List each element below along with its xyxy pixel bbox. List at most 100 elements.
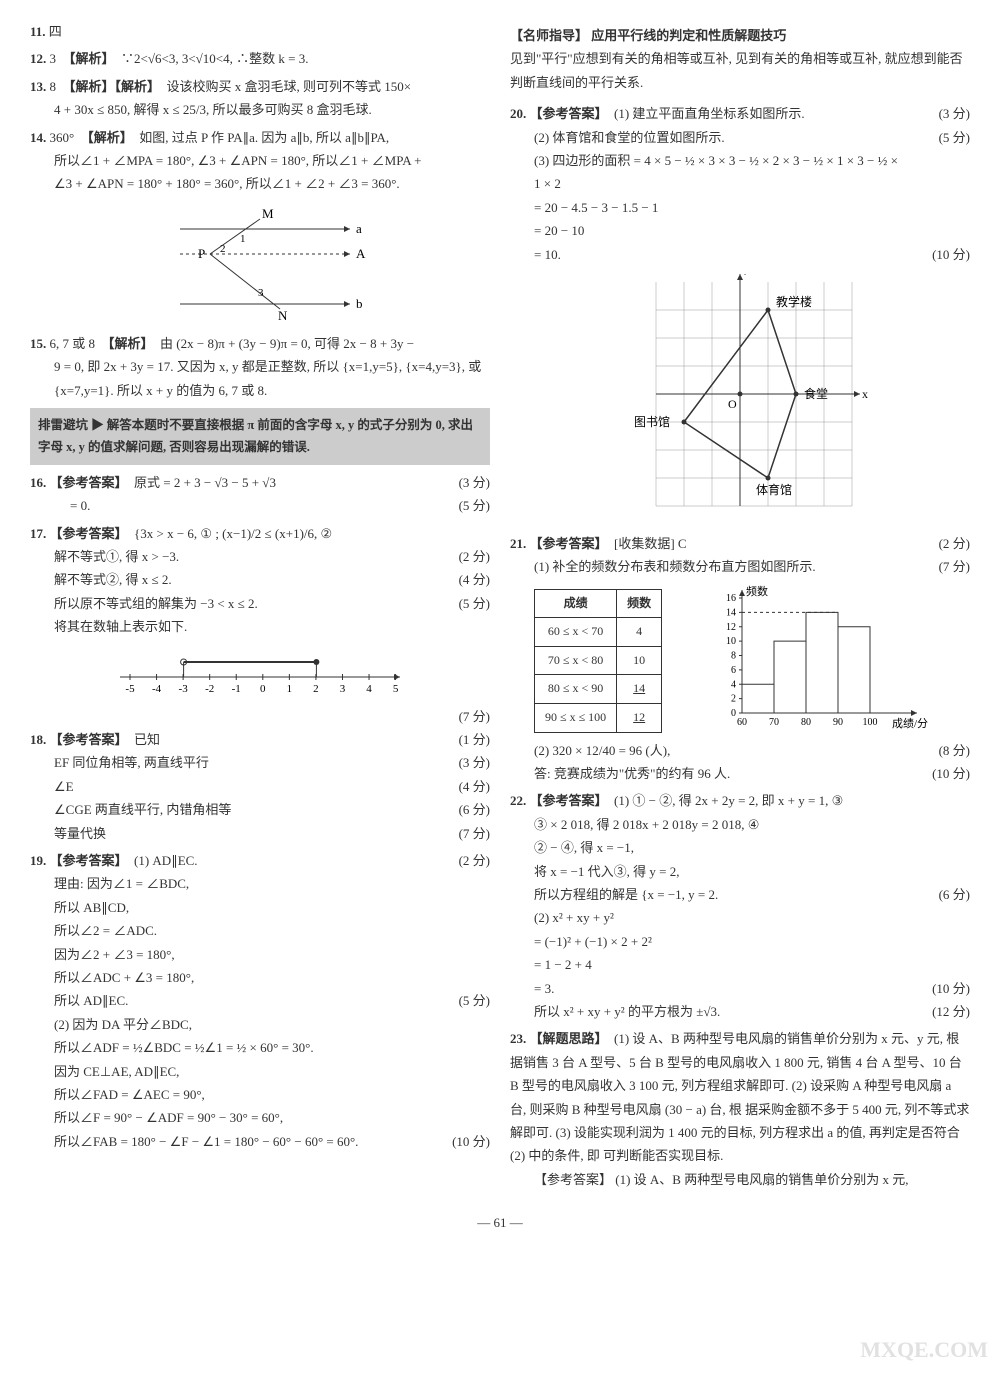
q23-body: (1) 设 A、B 两种型号电风扇的销售单价分别为 x 元、y 元, 根据销售 …	[510, 1031, 969, 1163]
q21-l1: (1) 补全的频数分布表和频数分布直方图如图所示.	[534, 555, 816, 578]
svg-text:y: y	[744, 274, 750, 275]
q15-body: 由 (2x − 8)π + (3y − 9)π = 0, 可得 2x − 8 +…	[160, 336, 414, 351]
q19-tag: 【参考答案】	[50, 853, 128, 868]
q12-body: ∵2<√6<3, 3<√10<4, ∴整数 k = 3.	[121, 51, 308, 66]
q16-l1: 原式 = 2 + 3 − √3 − 5 + √3	[134, 475, 276, 490]
q20-s7: (10 分)	[932, 243, 970, 266]
q21b-s1: (8 分)	[939, 739, 970, 762]
q17: 17. 【参考答案】 {3x > x − 6, ① ; (x−1)/2 ≤ (x…	[30, 522, 490, 639]
svg-text:14: 14	[726, 607, 736, 618]
q14: 14. 360° 【解析】 如图, 过点 P 作 PA∥a. 因为 a∥b, 所…	[30, 126, 490, 196]
q13-body2: 4 + 30x ≤ 850, 解得 x ≤ 25/3, 所以最多可购买 8 盒羽…	[30, 98, 490, 121]
svg-text:8: 8	[731, 650, 736, 661]
q18-num: 18.	[30, 732, 46, 747]
q20-num: 20.	[510, 106, 526, 121]
q18-s0: (1 分)	[459, 728, 490, 751]
svg-text:-5: -5	[125, 683, 135, 695]
q12-num: 12.	[30, 51, 46, 66]
fig14-A: A	[356, 246, 366, 261]
q15-ans: 6, 7 或 8	[50, 336, 96, 351]
svg-text:-3: -3	[179, 683, 189, 695]
q16-l2: = 0.	[70, 494, 90, 517]
svg-text:12: 12	[726, 621, 736, 632]
tip15-text: 排雷避坑 ▶ 解答本题时不要直接根据 π 前面的含字母 x, y 的式子分别为 …	[38, 418, 473, 455]
svg-text:2: 2	[731, 693, 736, 704]
fig14-1: 1	[240, 233, 246, 245]
q17-s3: (5 分)	[459, 592, 490, 615]
teacher-box: 【名师指导】 应用平行线的判定和性质解题技巧 见到"平行"应想到有关的角相等或互…	[510, 24, 970, 94]
q22-l2: ③ × 2 018, 得 2 018x + 2 018y = 2 018, ④	[510, 813, 970, 836]
q20: 20. 【参考答案】 (1) 建立平面直角坐标系如图所示. (3 分) (2) …	[510, 102, 970, 266]
q18-l1: EF 同位角相等, 两直线平行	[54, 751, 209, 774]
q22-l7: = (−1)² + (−1) × 2 + 2²	[510, 930, 970, 953]
q22-num: 22.	[510, 793, 526, 808]
q19-l9: 因为 CE⊥AE, AD∥EC,	[30, 1060, 490, 1083]
q23-num: 23.	[510, 1031, 526, 1046]
q23-tag: 【解题思路】	[530, 1031, 608, 1046]
q17-l1: 解不等式①, 得 x > −3.	[54, 545, 179, 568]
svg-text:2: 2	[313, 683, 319, 695]
q18-s2: (4 分)	[459, 775, 490, 798]
q15-tag: 【解析】	[102, 336, 154, 351]
q21-num: 21.	[510, 536, 526, 551]
q19-l10: 所以∠FAD = ∠AEC = 90°,	[30, 1083, 490, 1106]
q13: 13. 8 【解析】【解析】 设该校购买 x 盒羽毛球, 则可列不等式 150×…	[30, 75, 490, 122]
q16-s2: (5 分)	[459, 494, 490, 517]
svg-text:80: 80	[801, 717, 811, 728]
teacher-body: 见到"平行"应想到有关的角相等或互补, 见到有关的角相等或互补, 就应想到能否判…	[510, 47, 970, 94]
q13-body: 设该校购买 x 盒羽毛球, 则可列不等式 150×	[167, 79, 412, 94]
q15: 15. 6, 7 或 8 【解析】 由 (2x − 8)π + (3y − 9)…	[30, 332, 490, 402]
freq-area: 成绩频数60 ≤ x < 70470 ≤ x < 801080 ≤ x < 90…	[510, 583, 970, 739]
svg-text:3: 3	[340, 683, 346, 695]
q19-l1: 理由: 因为∠1 = ∠BDC,	[30, 872, 490, 895]
svg-text:-2: -2	[205, 683, 214, 695]
q18-s4: (7 分)	[459, 822, 490, 845]
q17-tag: 【参考答案】	[50, 526, 128, 541]
right-column: 【名师指导】 应用平行线的判定和性质解题技巧 见到"平行"应想到有关的角相等或互…	[510, 20, 970, 1195]
svg-text:70: 70	[769, 717, 779, 728]
fig14-N: N	[278, 308, 288, 323]
q19-l2: 所以 AB∥CD,	[30, 896, 490, 919]
svg-text:1: 1	[287, 683, 293, 695]
q19-l7: (2) 因为 DA 平分∠BDC,	[30, 1013, 490, 1036]
q17-l4: 将其在数轴上表示如下.	[30, 615, 490, 638]
svg-text:x: x	[862, 387, 868, 401]
q19-l12: 所以∠FAB = 180° − ∠F − ∠1 = 180° − 60° − 6…	[54, 1130, 358, 1153]
grid-fig: 教学楼食堂图书馆体育馆Oxy	[510, 274, 970, 524]
page-number: — 61 —	[30, 1211, 970, 1234]
svg-text:100: 100	[863, 717, 878, 728]
numline-fig: -5-4-3-2-1012345	[30, 647, 490, 697]
q20-l3: (3) 四边形的面积 = 4 × 5 − ½ × 3 × 3 − ½ × 2 ×…	[510, 149, 970, 172]
q20-tag: 【参考答案】	[530, 106, 608, 121]
hist-svg: 024681012141660708090100频数成绩/分	[707, 583, 937, 733]
q17-s4: (7 分)	[459, 705, 490, 728]
q18-s3: (6 分)	[459, 798, 490, 821]
page-columns: 11. 四 12. 3 【解析】 ∵2<√6<3, 3<√10<4, ∴整数 k…	[30, 20, 970, 1195]
q20-l4: 1 × 2	[510, 172, 970, 195]
q11-num: 11.	[30, 24, 46, 39]
svg-text:0: 0	[260, 683, 266, 695]
q23: 23. 【解题思路】 (1) 设 A、B 两种型号电风扇的销售单价分别为 x 元…	[510, 1027, 970, 1191]
q13-ans: 8	[50, 79, 57, 94]
q22-l3: ② − ④, 得 x = −1,	[510, 836, 970, 859]
q12-tag: 【解析】	[63, 51, 115, 66]
q22-s10: (12 分)	[932, 1000, 970, 1023]
q13-num: 13.	[30, 79, 46, 94]
q18-tag: 【参考答案】	[50, 732, 128, 747]
svg-text:16: 16	[726, 593, 736, 604]
q22-l10: 所以 x² + xy + y² 的平方根为 ±√3.	[534, 1000, 720, 1023]
q20-l7: = 10.	[534, 243, 561, 266]
tip15-box: 排雷避坑 ▶ 解答本题时不要直接根据 π 前面的含字母 x, y 的式子分别为 …	[30, 408, 490, 465]
q22-l6: (2) x² + xy + y²	[510, 906, 970, 929]
q15-l2: 9 = 0, 即 2x + 3y = 17. 又因为 x, y 都是正整数, 所…	[30, 355, 490, 378]
q11-ans: 四	[49, 24, 62, 39]
q20-l5: = 20 − 4.5 − 3 − 1.5 − 1	[510, 196, 970, 219]
q20-l6: = 20 − 10	[510, 219, 970, 242]
q14-l3: ∠3 + ∠APN = 180° + 180° = 360°, 所以∠1 + ∠…	[30, 172, 490, 195]
q19-head: (1) AD∥EC.	[134, 853, 198, 868]
fig14-3: 3	[258, 287, 264, 299]
q21-head: [收集数据] C	[614, 536, 687, 551]
q22-l9: = 3.	[534, 977, 554, 1000]
fig14-a: a	[356, 221, 362, 236]
q19-l6: 所以 AD∥EC.	[54, 989, 128, 1012]
